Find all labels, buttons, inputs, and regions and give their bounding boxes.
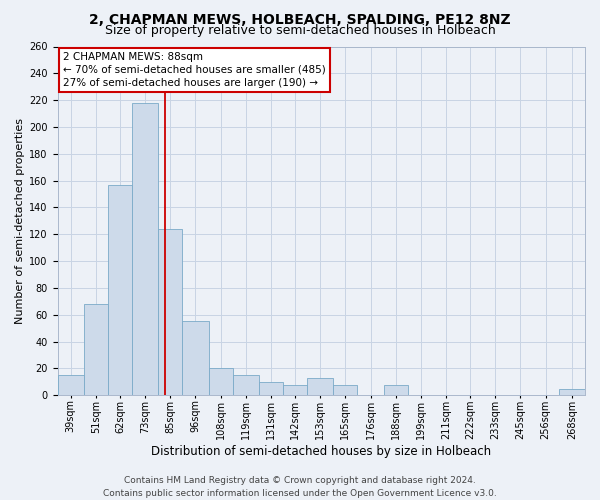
- Text: 2, CHAPMAN MEWS, HOLBEACH, SPALDING, PE12 8NZ: 2, CHAPMAN MEWS, HOLBEACH, SPALDING, PE1…: [89, 12, 511, 26]
- Text: Size of property relative to semi-detached houses in Holbeach: Size of property relative to semi-detach…: [104, 24, 496, 37]
- X-axis label: Distribution of semi-detached houses by size in Holbeach: Distribution of semi-detached houses by …: [151, 444, 491, 458]
- Bar: [283, 384, 307, 396]
- Bar: [132, 103, 158, 396]
- Bar: [307, 378, 333, 396]
- Bar: [108, 184, 132, 396]
- Bar: [84, 304, 108, 396]
- Bar: [58, 375, 84, 396]
- Bar: [333, 384, 358, 396]
- Bar: [383, 384, 408, 396]
- Text: Contains HM Land Registry data © Crown copyright and database right 2024.
Contai: Contains HM Land Registry data © Crown c…: [103, 476, 497, 498]
- Bar: [259, 382, 283, 396]
- Bar: [182, 322, 209, 396]
- Bar: [559, 388, 585, 396]
- Bar: [158, 229, 182, 396]
- Bar: [233, 375, 259, 396]
- Y-axis label: Number of semi-detached properties: Number of semi-detached properties: [15, 118, 25, 324]
- Bar: [209, 368, 233, 396]
- Text: 2 CHAPMAN MEWS: 88sqm
← 70% of semi-detached houses are smaller (485)
27% of sem: 2 CHAPMAN MEWS: 88sqm ← 70% of semi-deta…: [63, 52, 326, 88]
